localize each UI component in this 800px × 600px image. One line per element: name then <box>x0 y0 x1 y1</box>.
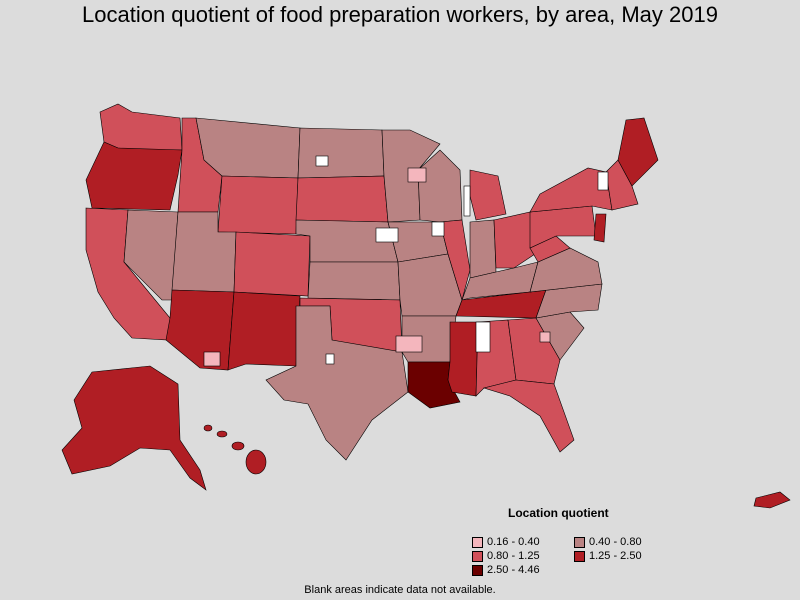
blank-area-tennessee[interactable] <box>475 321 491 353</box>
region-michigan[interactable] <box>469 169 507 221</box>
region-washington[interactable] <box>99 103 183 151</box>
region-illinois[interactable] <box>439 219 471 302</box>
region-wyoming[interactable] <box>217 175 299 235</box>
blank-area-wisconsin[interactable] <box>431 221 445 237</box>
legend-swatch-2 <box>472 550 483 562</box>
blank-area-nebraska-iowa[interactable] <box>375 227 399 243</box>
blank-area-dakotas[interactable] <box>315 155 329 167</box>
region-colorado[interactable] <box>233 231 311 297</box>
legend-item-4: 2.50 - 4.46 <box>472 564 540 576</box>
region-south-dakota[interactable] <box>295 175 389 223</box>
legend-item-2: 0.80 - 1.25 <box>472 550 540 562</box>
pink-area-arizona[interactable] <box>203 351 221 367</box>
legend-swatch-3 <box>574 550 585 562</box>
legend-item-0: 0.16 - 0.40 <box>472 536 540 548</box>
legend-label-0: 0.16 - 0.40 <box>487 536 540 548</box>
footnote: Blank areas indicate data not available. <box>304 584 496 596</box>
contiguous-us <box>85 103 659 461</box>
region-florida[interactable] <box>482 379 575 453</box>
region-georgia[interactable] <box>507 317 561 385</box>
maui-island <box>231 441 245 451</box>
region-new-mexico[interactable] <box>227 291 301 371</box>
region-arizona[interactable] <box>165 289 235 371</box>
legend-item-3: 1.25 - 2.50 <box>574 550 642 562</box>
region-maine[interactable] <box>617 117 659 187</box>
pink-area-south-carolina[interactable] <box>539 331 551 343</box>
region-indiana[interactable] <box>469 219 497 279</box>
legend-label-3: 1.25 - 2.50 <box>589 550 642 562</box>
blank-area-michigan[interactable] <box>463 185 471 217</box>
legend-title: Location quotient <box>508 506 609 520</box>
legend-label-4: 2.50 - 4.46 <box>487 564 540 576</box>
region-mississippi[interactable] <box>447 321 479 397</box>
region-alaska[interactable] <box>61 365 207 491</box>
region-north-dakota[interactable] <box>297 127 385 179</box>
region-ohio[interactable] <box>493 211 539 269</box>
legend-label-2: 0.80 - 1.25 <box>487 550 540 562</box>
pink-area-arkansas[interactable] <box>395 335 423 353</box>
oahu-island <box>216 430 228 438</box>
legend-swatch-1 <box>574 536 585 548</box>
region-hawaii[interactable] <box>203 424 267 475</box>
region-puerto-rico[interactable] <box>753 491 791 509</box>
blank-area-new-york[interactable] <box>597 171 609 191</box>
pink-area-minnesota[interactable] <box>407 167 427 183</box>
region-new-england[interactable] <box>605 159 639 211</box>
blank-area-texas[interactable] <box>325 353 335 365</box>
kauai-island <box>203 424 213 432</box>
region-nevada[interactable] <box>123 209 179 301</box>
legend-swatch-0 <box>472 536 483 548</box>
legend-label-1: 0.40 - 0.80 <box>589 536 642 548</box>
region-new-jersey[interactable] <box>593 213 607 243</box>
legend-swatch-4 <box>472 564 483 576</box>
low-quotient-areas <box>203 167 551 367</box>
hawaii-island <box>245 449 267 475</box>
region-kentucky[interactable] <box>461 261 539 301</box>
legend-item-1: 0.40 - 0.80 <box>574 536 642 548</box>
region-oregon[interactable] <box>85 141 183 211</box>
region-texas[interactable] <box>265 305 409 461</box>
map-title: Location quotient of food preparation wo… <box>82 2 718 27</box>
no-data-areas <box>315 155 609 365</box>
region-kansas[interactable] <box>307 261 401 301</box>
